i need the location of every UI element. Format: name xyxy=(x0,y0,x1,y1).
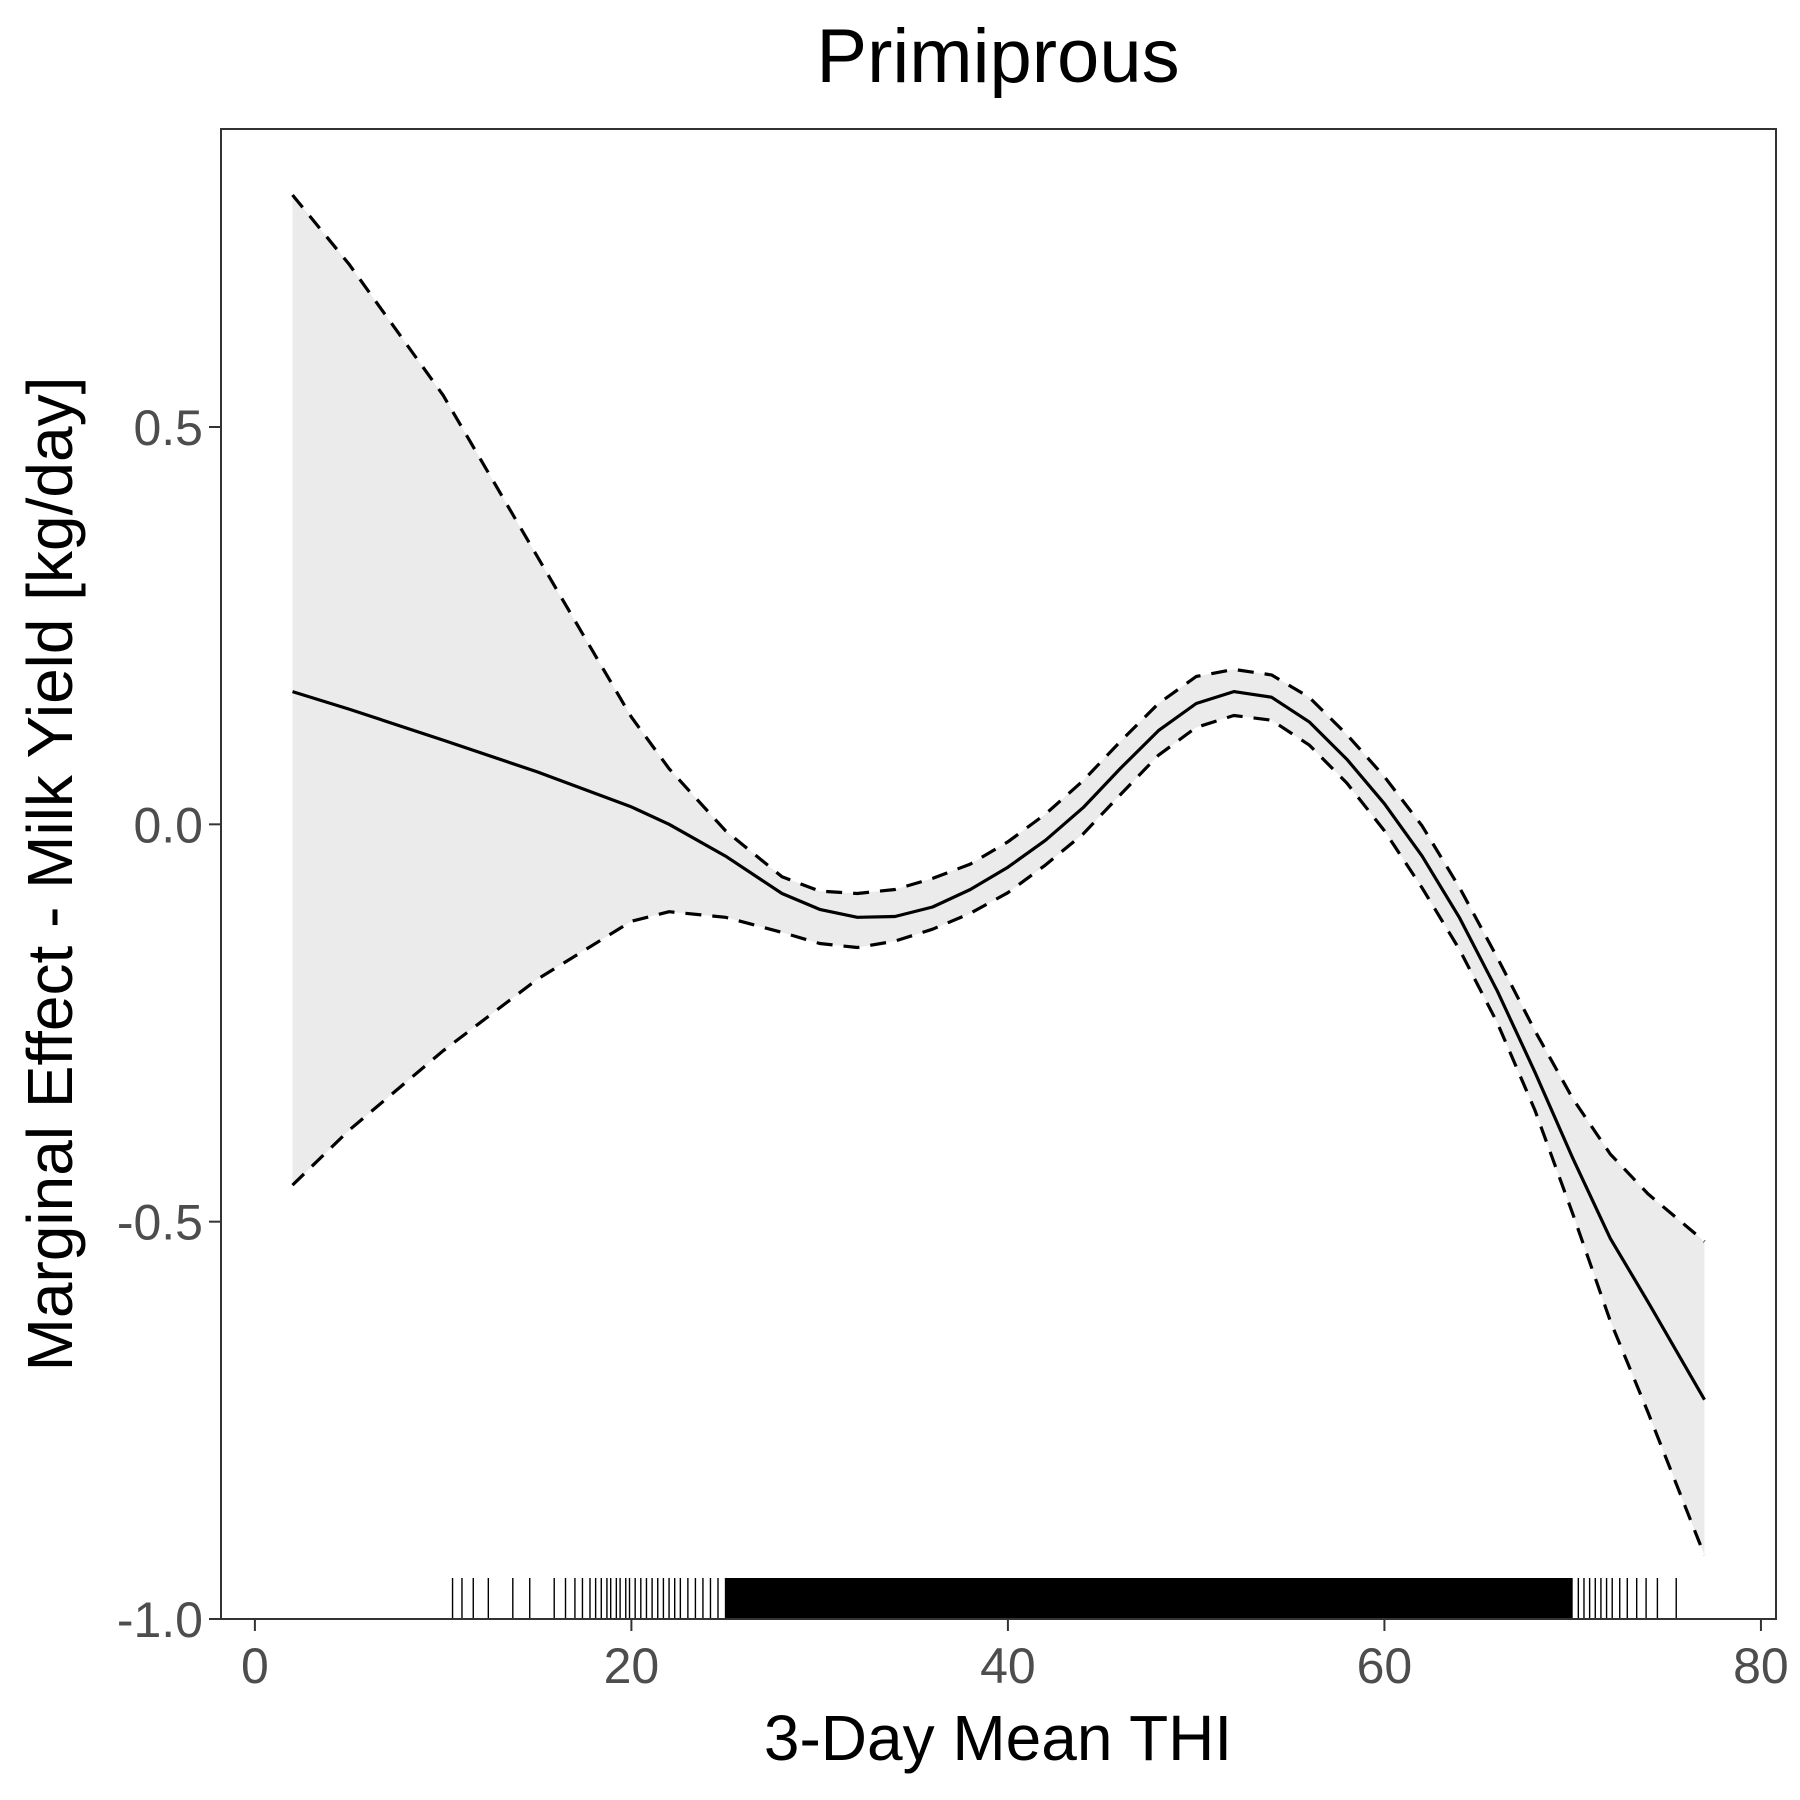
x-tick-label: 60 xyxy=(1357,1638,1413,1694)
confidence-band-layer xyxy=(292,195,1705,1556)
x-tick-label: 0 xyxy=(241,1638,269,1694)
y-tick-label: -0.5 xyxy=(117,1195,203,1251)
series-line-lower xyxy=(291,713,1706,1556)
x-tick-label: 80 xyxy=(1733,1638,1789,1694)
plot-frame xyxy=(220,128,1777,1620)
x-axis-label: 3-Day Mean THI xyxy=(764,1702,1232,1774)
y-tick-label: -1.0 xyxy=(117,1592,203,1648)
y-tick-label: 0.5 xyxy=(133,400,203,456)
x-axis: 0 20 40 60 80 xyxy=(241,1619,1789,1694)
y-tick-label: 0.0 xyxy=(133,797,203,853)
rug-dense-block xyxy=(725,1578,1573,1619)
plot-area xyxy=(220,128,1777,1620)
confidence-band xyxy=(292,195,1705,1556)
series-layer xyxy=(291,193,1706,1556)
chart-title: Primiprous xyxy=(816,14,1179,99)
series-line-upper xyxy=(291,193,1706,1243)
y-axis-label: Marginal Effect - Milk Yield [kg/day] xyxy=(14,377,86,1372)
x-tick-label: 40 xyxy=(980,1638,1036,1694)
series-line-estimate xyxy=(292,689,1706,1401)
y-axis: -1.0 -0.5 0.0 0.5 xyxy=(117,400,221,1648)
x-tick-label: 20 xyxy=(604,1638,660,1694)
rug-layer xyxy=(451,1578,1677,1619)
